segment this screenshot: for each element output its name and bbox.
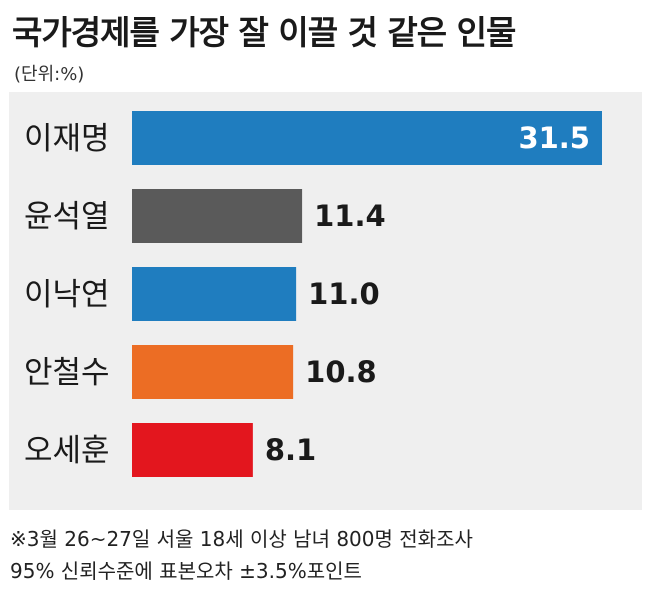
category-label: 안철수 xyxy=(24,355,110,391)
value-label: 11.0 xyxy=(308,277,380,311)
bar xyxy=(132,189,303,243)
chart-panel: 이재명 31.5 윤석열 11.4 이낙연 11.0 안철수 10.8 오세훈 8.1 xyxy=(9,92,642,510)
chart-title: 국가경제를 가장 잘 이끌 것 같은 인물 xyxy=(12,13,516,52)
bar xyxy=(132,345,294,399)
bar-chart: 이재명 31.5 윤석열 11.4 이낙연 11.0 안철수 10.8 오세훈 8.1 xyxy=(24,111,602,477)
bar xyxy=(132,423,253,477)
category-label: 이낙연 xyxy=(24,277,110,313)
bar xyxy=(132,267,297,321)
category-label: 이재명 xyxy=(24,121,110,157)
footnote-line-2: 95% 신뢰수준에 표본오차 ±3.5%포인트 xyxy=(10,559,362,583)
value-label: 10.8 xyxy=(305,355,377,389)
category-label: 윤석열 xyxy=(24,199,110,235)
category-label: 오세훈 xyxy=(24,433,110,469)
value-label: 11.4 xyxy=(314,199,386,233)
value-label: 8.1 xyxy=(265,433,316,467)
footnote: ※3월 26~27일 서울 18세 이상 남녀 800명 전화조사 95% 신뢰… xyxy=(10,523,473,587)
footnote-line-1: ※3월 26~27일 서울 18세 이상 남녀 800명 전화조사 xyxy=(10,527,473,551)
unit-label: (단위:%) xyxy=(14,64,85,85)
bar xyxy=(132,111,602,165)
value-label: 31.5 xyxy=(518,121,590,155)
